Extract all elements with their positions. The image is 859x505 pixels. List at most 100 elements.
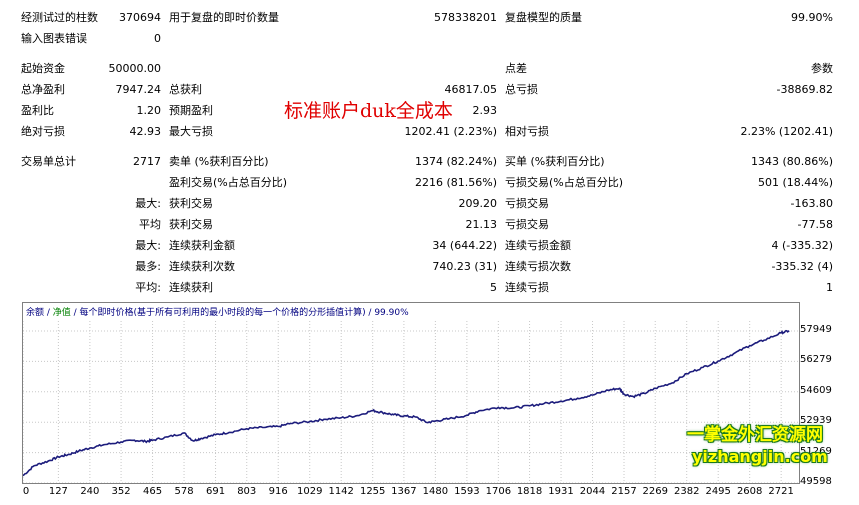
stat-label: 总净盈利 <box>21 83 65 96</box>
stat-value: 2717 <box>133 155 161 168</box>
y-tick-label: 52939 <box>800 415 832 427</box>
stat-value: 50000.00 <box>108 62 162 75</box>
stat-row: 总净盈利 7947.24 总获利 46817.05 总亏损 -38869.82 <box>0 80 859 100</box>
stat-value: 7947.24 <box>115 83 162 96</box>
y-tick-label: 56279 <box>800 354 832 366</box>
x-tick-label: 1255 <box>359 486 386 497</box>
x-tick-label: 916 <box>268 486 288 497</box>
stat-label: 盈利比 <box>21 104 54 117</box>
stat-row: 交易单总计 2717 卖单 (%获利百分比) 1374 (82.24%) 买单 … <box>0 152 859 172</box>
stat-label: 输入图表错误 <box>21 32 87 45</box>
stat-row: 最大: 获利交易 209.20 亏损交易 -163.80 <box>0 194 859 214</box>
legend-equity: 净值 <box>52 308 71 318</box>
x-tick-label: 1931 <box>548 486 574 497</box>
stat-label: 交易单总计 <box>21 155 76 168</box>
y-tick-label: 57949 <box>800 324 832 336</box>
watermark-text: 标准账户duk全成本 <box>284 100 453 122</box>
stat-label: 亏损交易 <box>505 218 549 231</box>
stat-label: 总亏损 <box>505 83 538 96</box>
stat-value: 578338201 <box>434 11 497 24</box>
stat-label: 亏损交易(%占总百分比) <box>505 176 624 189</box>
stat-label: 预期盈利 <box>169 104 213 117</box>
stat-label: 绝对亏损 <box>21 125 65 138</box>
x-tick-label: 578 <box>174 486 194 497</box>
stat-prefix: 最大: <box>135 197 161 210</box>
x-tick-label: 1367 <box>391 486 417 497</box>
stat-value: 1.20 <box>136 104 162 117</box>
stat-label: 获利交易 <box>169 218 213 231</box>
stat-row: 最多: 连续获利次数 740.23 (31) 连续亏损次数 -335.32 (4… <box>0 257 859 277</box>
stat-value: -77.58 <box>797 218 833 231</box>
stat-label: 亏损交易 <box>505 197 549 210</box>
stat-value: 1 <box>826 281 833 294</box>
stat-label: 买单 (%获利百分比) <box>505 155 605 168</box>
x-tick-label: 465 <box>143 486 163 497</box>
stat-value: 2216 (81.56%) <box>414 176 497 189</box>
stat-label: 连续获利金额 <box>169 239 235 252</box>
x-tick-label: 1818 <box>516 486 543 497</box>
x-tick-label: 2044 <box>579 486 606 497</box>
stat-label: 连续获利次数 <box>169 260 235 273</box>
stat-label: 卖单 (%获利百分比) <box>169 155 269 168</box>
x-tick-label: 1029 <box>296 486 323 497</box>
y-tick-label: 49598 <box>800 476 832 487</box>
stat-row: 输入图表错误 0 <box>0 29 859 49</box>
stat-label: 盈利交易(%占总百分比) <box>169 176 288 189</box>
x-tick-label: 2382 <box>673 486 700 497</box>
stat-row: 盈利比 1.20 预期盈利 2.93 <box>0 101 859 121</box>
brand-logo-line1: 一掌金外汇资源网 <box>687 425 823 445</box>
stat-prefix: 最大: <box>135 239 161 252</box>
x-tick-label: 1142 <box>328 486 354 497</box>
x-tick-label: 2721 <box>768 486 794 497</box>
stat-label: 连续亏损次数 <box>505 260 571 273</box>
stat-label: 用于复盘的即时价数量 <box>169 11 279 24</box>
stat-value: 99.90% <box>791 11 833 24</box>
stat-value: 4 (-335.32) <box>771 239 833 252</box>
stat-label: 复盘模型的质量 <box>505 11 582 24</box>
stat-value: 209.20 <box>458 197 498 210</box>
stat-prefix: 最多: <box>135 260 161 273</box>
legend-balance: 余额 <box>26 308 45 318</box>
y-tick-label: 51269 <box>800 445 832 457</box>
stat-value: 34 (644.22) <box>432 239 497 252</box>
stat-value: 740.23 (31) <box>432 260 497 273</box>
stat-value: 42.93 <box>129 125 162 138</box>
x-tick-label: 1706 <box>485 486 512 497</box>
x-tick-label: 2269 <box>642 486 668 497</box>
stat-value: 5 <box>490 281 497 294</box>
stat-label: 连续亏损 <box>505 281 549 294</box>
stat-label: 连续获利 <box>169 281 213 294</box>
stat-value: 1202.41 (2.23%) <box>404 125 497 138</box>
legend-rest: / 每个即时价格(基于所有可利用的最小时段的每一个价格的分形插值计算) / 99… <box>70 308 409 318</box>
balance-series-line <box>22 329 790 477</box>
stat-value: 1374 (82.24%) <box>414 155 497 168</box>
stat-row: 平均 获利交易 21.13 亏损交易 -77.58 <box>0 215 859 235</box>
stat-label: 经测试过的柱数 <box>21 11 98 24</box>
stat-row: 最大: 连续获利金额 34 (644.22) 连续亏损金额 4 (-335.32… <box>0 236 859 256</box>
stat-label: 连续亏损金额 <box>505 239 571 252</box>
x-tick-label: 2495 <box>705 486 731 497</box>
x-tick-label: 2157 <box>611 486 637 497</box>
x-tick-label: 803 <box>237 486 257 497</box>
stat-value: 370694 <box>119 11 161 24</box>
x-tick-label: 2608 <box>736 486 763 497</box>
stat-value: -335.32 (4) <box>771 260 833 273</box>
stat-prefix: 平均 <box>139 218 161 231</box>
stat-label: 获利交易 <box>169 197 213 210</box>
stat-label: 最大亏损 <box>169 125 213 138</box>
stat-value: 501 (18.44%) <box>757 176 833 189</box>
stat-row: 绝对亏损 42.93 最大亏损 1202.41 (2.23%) 相对亏损 2.2… <box>0 122 859 142</box>
stat-value: 46817.05 <box>444 83 498 96</box>
stat-label: 相对亏损 <box>505 125 549 138</box>
legend-separator: / <box>44 308 53 318</box>
y-tick-label: 54609 <box>800 384 832 396</box>
stat-value: 0 <box>154 32 161 45</box>
stat-prefix: 平均: <box>135 281 161 294</box>
chart-legend: 余额 / 净值 / 每个即时价格(基于所有可利用的最小时段的每一个价格的分形插值… <box>26 305 409 318</box>
brand-logo-line2: yizhangjin.com <box>692 447 828 466</box>
stat-row: 经测试过的柱数 370694 用于复盘的即时价数量 578338201 复盘模型… <box>0 8 859 28</box>
stat-value: 21.13 <box>465 218 498 231</box>
x-tick-label: 0 <box>22 486 30 497</box>
chart-plot-area <box>22 321 799 484</box>
stat-value: 1343 (80.86%) <box>750 155 833 168</box>
